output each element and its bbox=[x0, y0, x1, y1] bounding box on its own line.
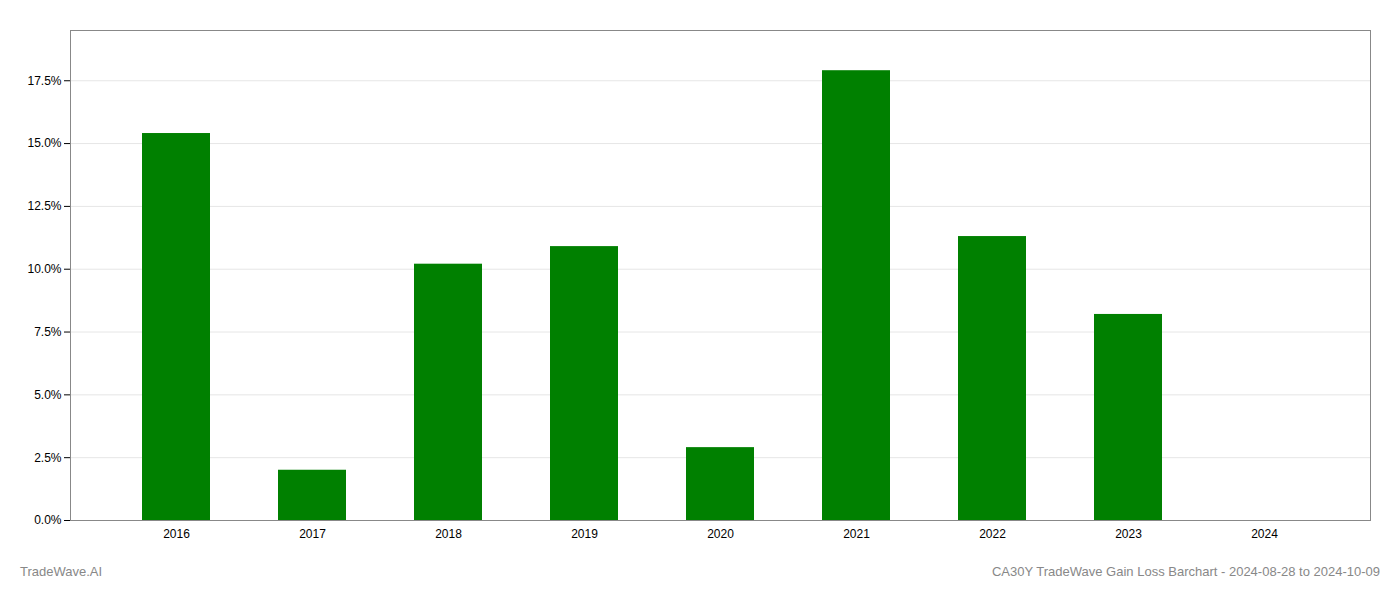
svg-text:12.5%: 12.5% bbox=[27, 199, 61, 213]
svg-text:2017: 2017 bbox=[299, 527, 326, 541]
svg-text:10.0%: 10.0% bbox=[27, 262, 61, 276]
html-text:CA30Y TradeWave Gain Loss Barc: CA30Y TradeWave Gain Loss Barchart - 202… bbox=[991, 564, 1380, 579]
svg-text:2021: 2021 bbox=[843, 527, 870, 541]
svg-text:7.5%: 7.5% bbox=[34, 325, 62, 339]
svg-text:15.0%: 15.0% bbox=[27, 136, 61, 150]
svg-text:2022: 2022 bbox=[979, 527, 1006, 541]
svg-text:2018: 2018 bbox=[435, 527, 462, 541]
svg-text:5.0%: 5.0% bbox=[34, 388, 62, 402]
html-text:TradeWave.AI: TradeWave.AI bbox=[20, 564, 103, 579]
svg-text:2.5%: 2.5% bbox=[34, 451, 62, 465]
svg-text:2024: 2024 bbox=[1251, 527, 1278, 541]
svg-text:2020: 2020 bbox=[707, 527, 734, 541]
svg-text:17.5%: 17.5% bbox=[27, 74, 61, 88]
svg-text:0.0%: 0.0% bbox=[34, 513, 62, 527]
svg-text:2019: 2019 bbox=[571, 527, 598, 541]
svg-text:2023: 2023 bbox=[1115, 527, 1142, 541]
svg-text:2016: 2016 bbox=[163, 527, 190, 541]
